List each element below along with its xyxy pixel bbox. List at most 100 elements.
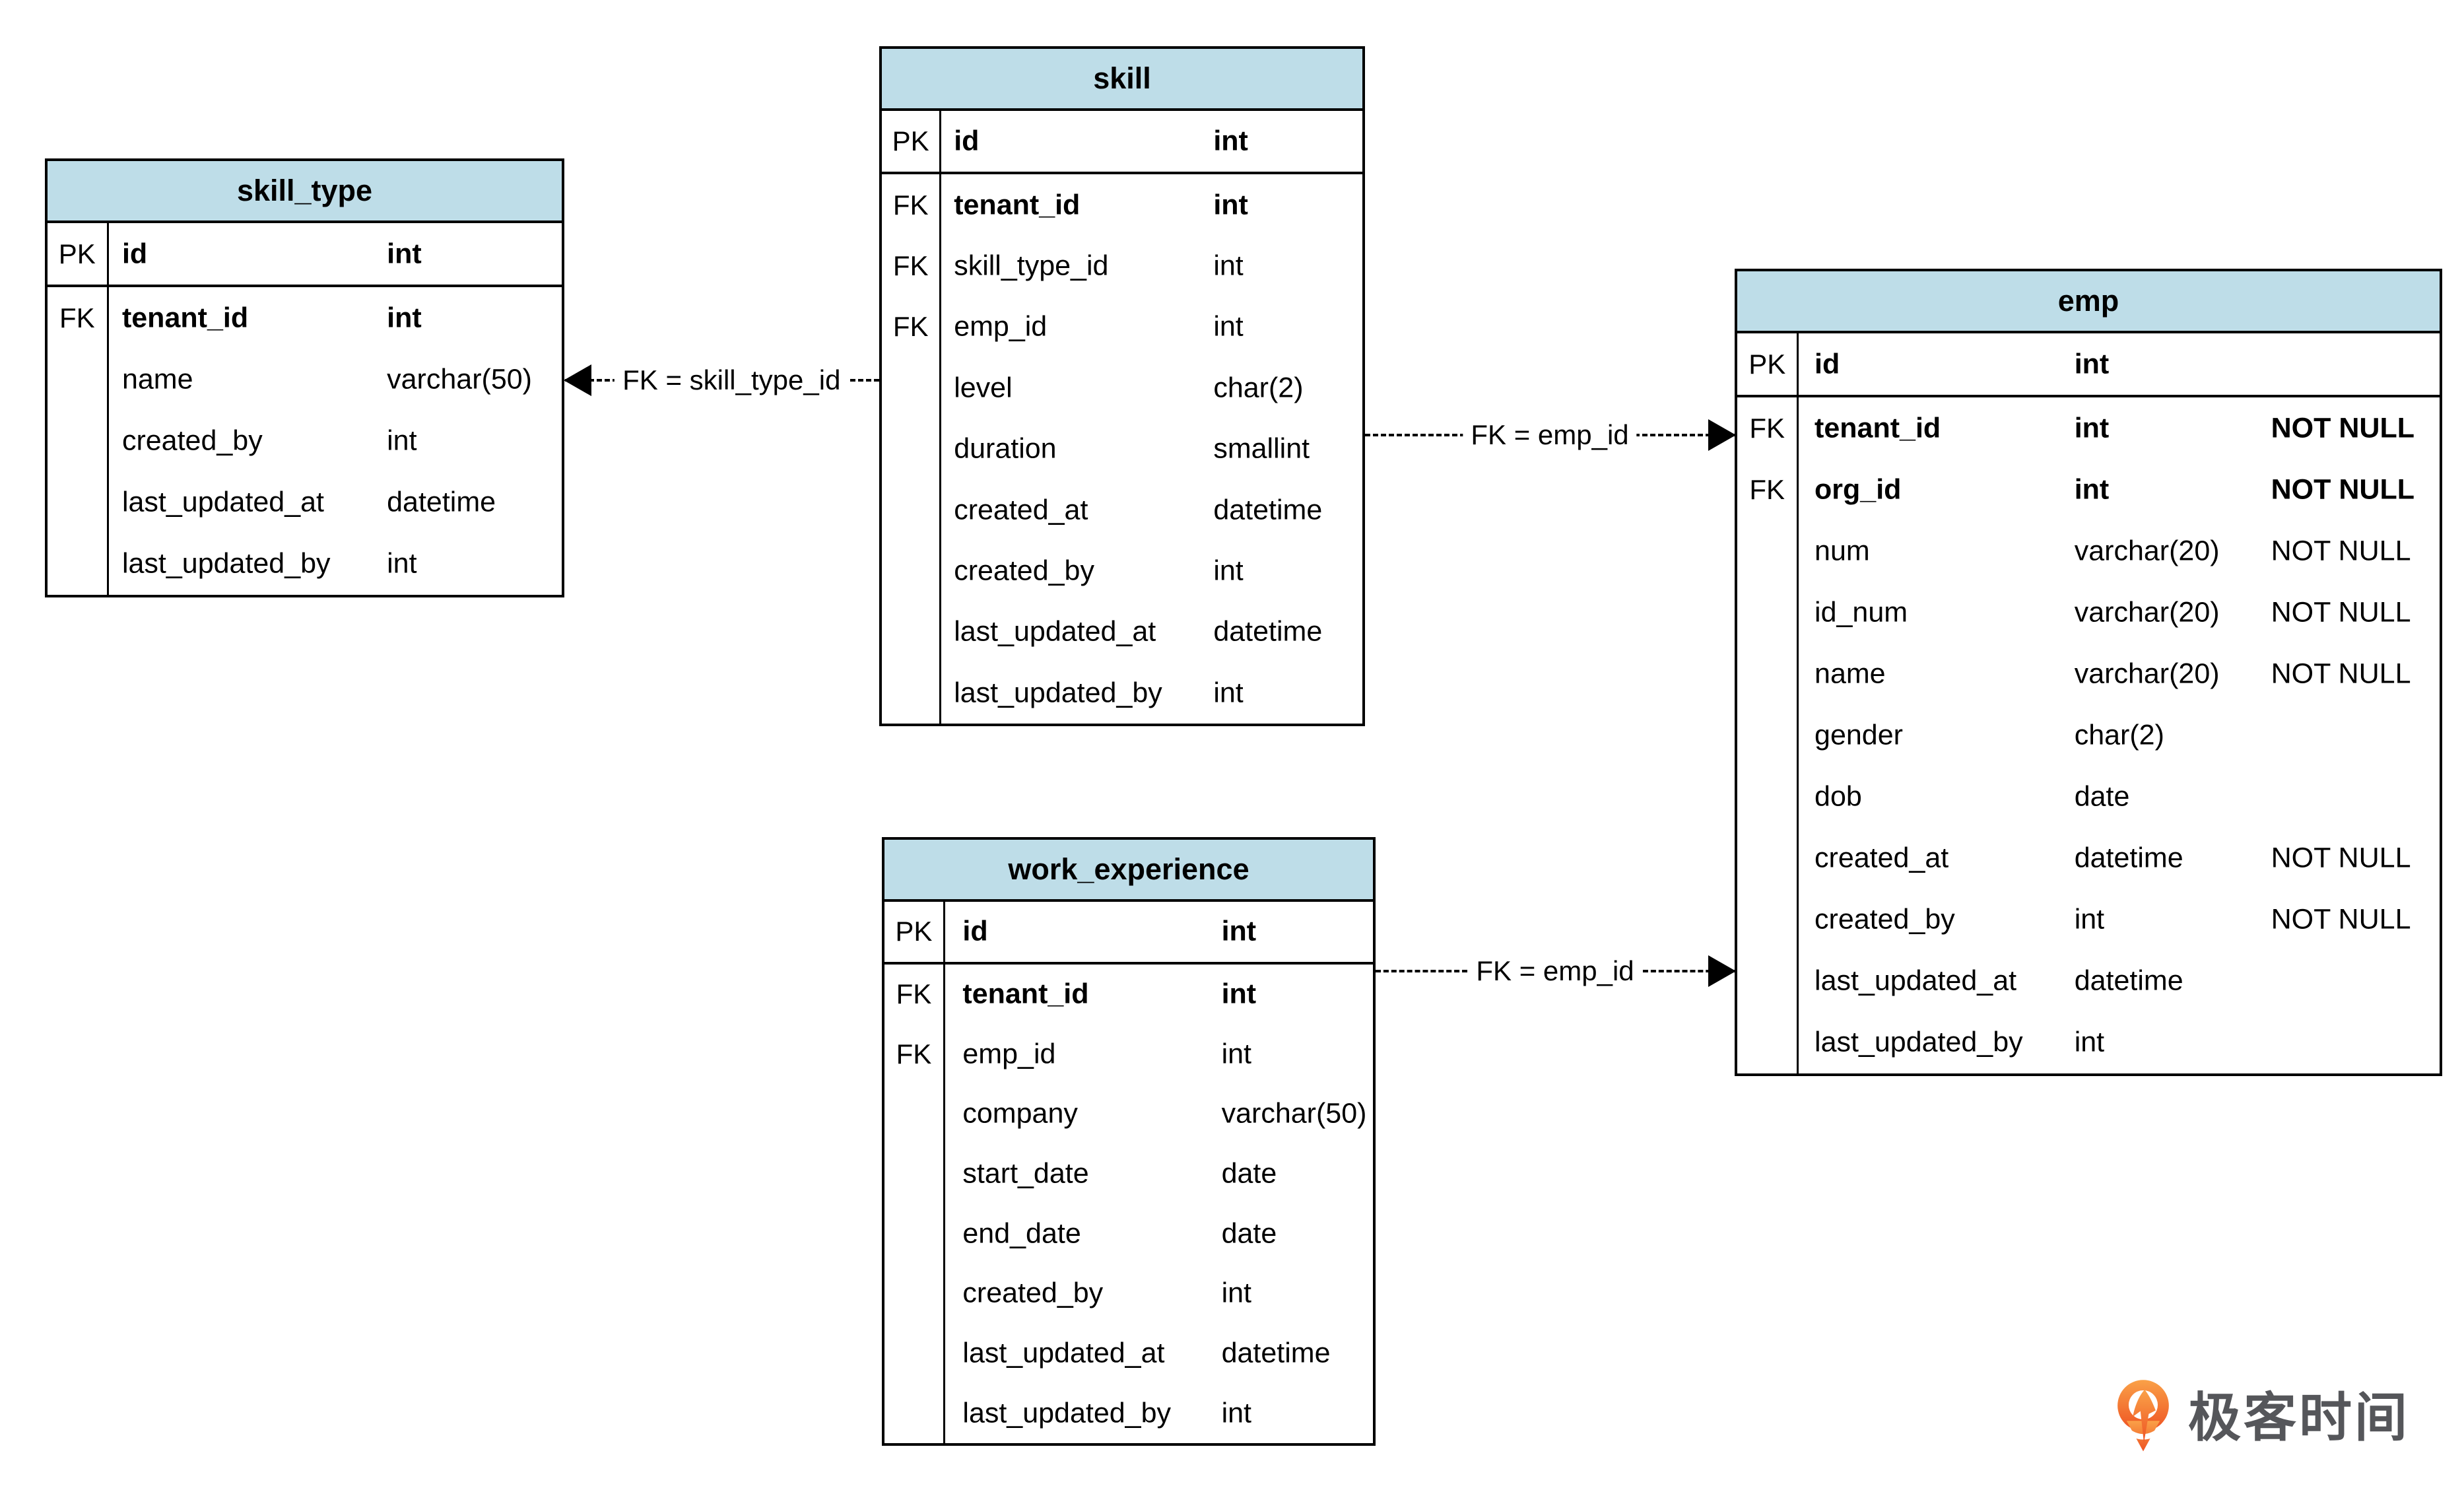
key-indicator (882, 357, 942, 419)
column-constraint: NOT NULL (2271, 412, 2414, 444)
key-indicator (884, 1264, 945, 1324)
column-type: varchar(50) (387, 363, 532, 395)
key-indicator (1737, 520, 1799, 582)
key-indicator: PK (1737, 333, 1799, 395)
column-name: tenant_id (1815, 412, 1941, 444)
key-indicator (884, 1323, 945, 1384)
table-row: last_updated_by int (48, 533, 562, 595)
column-name: start_date (962, 1157, 1089, 1190)
table-rows: PK id int FK tenant_id int name varchar(50) crea… (48, 223, 562, 595)
column-type: datetime (1221, 1337, 1331, 1369)
key-indicator: PK (882, 111, 942, 172)
table-row: FK emp_id int (884, 1024, 1373, 1085)
table-row: id_num varchar(20) NOT NULL (1737, 582, 2440, 644)
column-name: created_at (1815, 842, 1949, 874)
column-name: last_updated_by (1815, 1026, 2023, 1058)
column-type: int (387, 424, 417, 457)
column-type: int (1221, 1397, 1252, 1429)
key-indicator: FK (882, 174, 942, 236)
table-work-experience: work_experience PK id int FK tenant_id int FK e… (882, 837, 1376, 1446)
column-type: varchar(50) (1221, 1097, 1367, 1130)
key-indicator (884, 1204, 945, 1264)
column-type: date (1221, 1217, 1277, 1250)
key-indicator (1737, 950, 1799, 1012)
column-type: int (1213, 250, 1244, 282)
column-type: int (2074, 473, 2110, 506)
column-type: varchar(20) (2074, 658, 2220, 690)
column-type: int (387, 238, 422, 270)
column-constraint: NOT NULL (2271, 842, 2411, 874)
key-indicator (882, 479, 942, 541)
column-name: last_updated_at (954, 615, 1156, 648)
key-indicator (882, 540, 942, 602)
column-name: tenant_id (954, 189, 1081, 221)
relation-label: FK = emp_id (1468, 955, 1642, 987)
column-name: org_id (1815, 473, 1902, 506)
table-row: FK tenant_id int (882, 174, 1362, 236)
table-row: last_updated_by int (1737, 1011, 2440, 1073)
table-row: last_updated_at datetime (882, 601, 1362, 663)
table-row: created_at datetime NOT NULL (1737, 827, 2440, 889)
key-indicator (1737, 643, 1799, 705)
column-name: last_updated_by (954, 677, 1162, 709)
column-type: date (1221, 1157, 1277, 1190)
column-type: int (2074, 1026, 2105, 1058)
column-type: int (1221, 978, 1257, 1010)
table-row: FK tenant_id int (884, 964, 1373, 1025)
column-type: varchar(20) (2074, 596, 2220, 628)
column-type: datetime (2074, 842, 2183, 874)
arrow-right-icon (1708, 419, 1736, 451)
key-indicator (882, 419, 942, 480)
key-indicator: FK (1737, 459, 1799, 521)
column-type: datetime (1213, 494, 1323, 526)
key-indicator (882, 601, 942, 663)
table-row: end_date date (884, 1204, 1373, 1264)
column-type: int (1221, 915, 1257, 947)
table-title: skill (882, 49, 1362, 111)
relation-work-experience-to-emp: FK = emp_id (1376, 955, 1736, 987)
key-indicator (48, 533, 109, 595)
table-row: created_by int (884, 1264, 1373, 1324)
column-name: name (1815, 658, 1886, 690)
table-row: name varchar(20) NOT NULL (1737, 643, 2440, 705)
column-name: created_by (121, 424, 263, 457)
table-row: level char(2) (882, 357, 1362, 419)
column-type: int (1221, 1277, 1252, 1309)
table-title: skill_type (48, 161, 562, 223)
column-name: num (1815, 535, 1870, 567)
column-constraint: NOT NULL (2271, 473, 2414, 506)
table-row: name varchar(50) (48, 349, 562, 411)
key-indicator: FK (882, 235, 942, 297)
table-row: last_updated_at datetime (48, 471, 562, 533)
column-name: last_updated_at (121, 486, 324, 518)
table-emp: emp PK id int FK tenant_id int NOT NULL FK org_i… (1735, 269, 2442, 1076)
key-indicator (48, 471, 109, 533)
column-constraint: NOT NULL (2271, 903, 2411, 935)
table-row: last_updated_by int (882, 662, 1362, 724)
table-row: FK emp_id int (882, 296, 1362, 358)
column-type: int (1221, 1038, 1252, 1070)
column-name: tenant_id (121, 302, 249, 334)
column-type: datetime (387, 486, 496, 518)
table-row: FK org_id int NOT NULL (1737, 459, 2440, 521)
geektime-logo-text: 极客时间 (2188, 1388, 2410, 1447)
table-title: emp (1737, 271, 2440, 333)
column-type: varchar(20) (2074, 535, 2220, 567)
table-row: duration smallint (882, 419, 1362, 480)
table-row: PK id int (882, 111, 1362, 175)
relation-skill-to-emp: FK = emp_id (1365, 419, 1736, 451)
column-name: level (954, 372, 1013, 404)
column-type: smallint (1213, 432, 1310, 465)
key-indicator: FK (884, 964, 945, 1025)
column-name: skill_type_id (954, 250, 1109, 282)
key-indicator (884, 1143, 945, 1204)
column-type: int (1213, 310, 1244, 343)
key-indicator (884, 1383, 945, 1444)
table-row: PK id int (884, 902, 1373, 965)
column-name: last_updated_at (1815, 965, 2017, 997)
table-row: created_by int (882, 540, 1362, 602)
relation-label: FK = emp_id (1463, 419, 1637, 451)
column-name: id (1815, 348, 1840, 380)
column-name: gender (1815, 719, 1903, 751)
